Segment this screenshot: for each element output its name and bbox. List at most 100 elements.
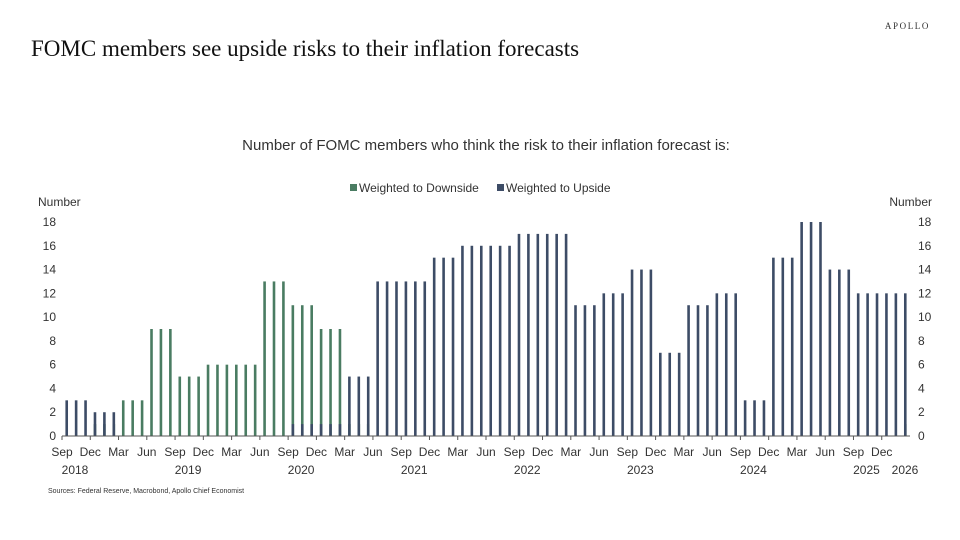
x-tick-label-year: 2021 bbox=[401, 463, 428, 477]
bar-upside bbox=[753, 400, 756, 436]
x-tick-label-month: Dec bbox=[419, 445, 440, 459]
bar-upside bbox=[508, 245, 511, 436]
y-tick-label-right: 14 bbox=[918, 263, 932, 277]
bar-upside bbox=[715, 293, 719, 436]
bar-upside bbox=[602, 293, 606, 436]
bar-upside bbox=[668, 352, 672, 436]
y-tick-label-right: 2 bbox=[918, 405, 925, 419]
bar-upside bbox=[659, 352, 662, 436]
y-tick-label-right: 4 bbox=[918, 381, 925, 395]
bar-upside bbox=[348, 376, 351, 436]
y-axis-left: 0 2 4 6 8 10 12 14 16 18 bbox=[43, 215, 57, 443]
y-tick-label-right: 0 bbox=[918, 429, 925, 443]
x-tick-label-year: 2025 bbox=[853, 463, 880, 477]
x-tick-label-month: Dec bbox=[758, 445, 779, 459]
bar-upside bbox=[555, 233, 558, 436]
legend-label-upside: Weighted to Upside bbox=[506, 181, 611, 195]
bar-upside bbox=[65, 400, 69, 436]
bar-downside bbox=[282, 281, 285, 436]
bar-upside bbox=[338, 424, 342, 436]
bar-upside bbox=[800, 222, 803, 436]
x-tick-label-month: Sep bbox=[730, 445, 752, 459]
x-tick-label-month: Sep bbox=[843, 445, 865, 459]
legend: Weighted to Downside Weighted to Upside bbox=[350, 181, 611, 195]
y-tick-label-left: 0 bbox=[49, 429, 56, 443]
bar-downside bbox=[263, 281, 266, 436]
x-tick-label-year: 2018 bbox=[62, 463, 89, 477]
bar-upside bbox=[866, 293, 869, 436]
bar-downside bbox=[329, 329, 332, 436]
x-tick-label-month: Mar bbox=[560, 445, 581, 459]
bar-downside bbox=[253, 364, 257, 436]
bars bbox=[65, 222, 907, 436]
x-tick-label-year: 2019 bbox=[175, 463, 202, 477]
bar-downside bbox=[300, 305, 304, 436]
bar-upside bbox=[838, 269, 841, 436]
y-axis-title-left: Number bbox=[38, 195, 81, 209]
bar-upside bbox=[423, 281, 427, 436]
x-tick-label-year: 2020 bbox=[288, 463, 315, 477]
bar-upside bbox=[885, 293, 888, 436]
legend-swatch-downside bbox=[350, 184, 357, 191]
bar-upside bbox=[856, 293, 860, 436]
y-tick-label-left: 8 bbox=[49, 334, 56, 348]
bar-upside bbox=[414, 281, 417, 436]
bar-upside bbox=[545, 233, 549, 436]
bar-upside bbox=[74, 400, 78, 436]
bar-upside bbox=[536, 233, 540, 436]
x-tick-label-month: Jun bbox=[250, 445, 269, 459]
y-tick-label-right: 16 bbox=[918, 239, 932, 253]
chart-title: Number of FOMC members who think the ris… bbox=[242, 137, 730, 154]
bar-upside bbox=[564, 233, 568, 436]
x-tick-label-month: Mar bbox=[787, 445, 808, 459]
bar-upside bbox=[640, 269, 643, 436]
x-tick-label-month: Sep bbox=[277, 445, 299, 459]
bar-upside bbox=[395, 281, 398, 436]
bar-downside bbox=[187, 376, 191, 436]
bar-upside bbox=[894, 293, 898, 436]
x-tick-label-month: Jun bbox=[702, 445, 721, 459]
bar-upside bbox=[790, 257, 794, 436]
bar-downside bbox=[310, 305, 313, 436]
x-tick-label-month: Dec bbox=[306, 445, 327, 459]
bar-upside bbox=[451, 257, 455, 436]
x-tick-label-month: Dec bbox=[193, 445, 214, 459]
bar-upside bbox=[112, 412, 116, 436]
x-tick-label-month: Jun bbox=[137, 445, 156, 459]
x-axis: Sep Dec Mar Jun Sep Dec Mar Jun Sep Dec Mar Jun Sep D… bbox=[51, 436, 919, 477]
bar-downside bbox=[338, 329, 342, 436]
bar-upside bbox=[291, 424, 295, 436]
bar-upside bbox=[385, 281, 389, 436]
y-tick-label-left: 18 bbox=[43, 215, 57, 229]
x-tick-label-year: 2022 bbox=[514, 463, 541, 477]
y-tick-label-right: 6 bbox=[918, 358, 925, 372]
source-note: Sources: Federal Reserve, Macrobond, Apo… bbox=[48, 488, 245, 495]
y-tick-label-right: 12 bbox=[918, 286, 932, 300]
bar-downside bbox=[291, 305, 295, 436]
x-tick-label-year: 2024 bbox=[740, 463, 767, 477]
bar-upside bbox=[762, 400, 766, 436]
bar-upside bbox=[461, 245, 464, 436]
y-tick-label-left: 10 bbox=[43, 310, 57, 324]
x-tick-label-month: Dec bbox=[645, 445, 666, 459]
bar-upside bbox=[498, 245, 502, 436]
x-tick-label-month: Dec bbox=[871, 445, 892, 459]
legend-label-downside: Weighted to Downside bbox=[359, 181, 479, 195]
bar-downside bbox=[197, 376, 200, 436]
bar-upside bbox=[696, 305, 700, 436]
x-tick-label-month: Mar bbox=[108, 445, 129, 459]
x-tick-label-month: Jun bbox=[589, 445, 608, 459]
y-tick-label-left: 16 bbox=[43, 239, 57, 253]
bar-upside bbox=[93, 412, 97, 436]
bar-upside bbox=[706, 305, 709, 436]
bar-upside bbox=[489, 245, 493, 436]
bar-upside bbox=[772, 257, 775, 436]
apollo-logo: APOLLO bbox=[884, 21, 930, 31]
bar-upside bbox=[310, 424, 313, 436]
bar-upside bbox=[743, 400, 747, 436]
bar-upside bbox=[819, 222, 822, 436]
bar-upside bbox=[329, 424, 332, 436]
bar-downside bbox=[178, 376, 182, 436]
x-tick-label-month: Mar bbox=[334, 445, 355, 459]
x-tick-label-month: Mar bbox=[221, 445, 242, 459]
